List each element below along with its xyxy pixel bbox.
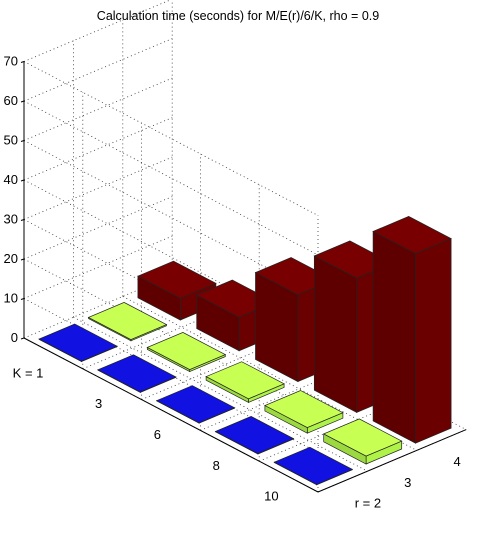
bar [146, 332, 227, 373]
k-tick-label: 3 [95, 396, 102, 411]
bar [155, 385, 236, 424]
z-tick-label: 10 [4, 291, 18, 306]
grid-floor-k [82, 306, 232, 370]
bar-top-face [273, 446, 354, 485]
bar-top-face [146, 332, 227, 370]
z-tick-label: 20 [4, 251, 18, 266]
bar-top-face [137, 260, 217, 299]
bar [273, 446, 354, 486]
bar-top-face [155, 385, 236, 424]
z-tick-mark [20, 258, 25, 261]
bar-front-face [415, 238, 452, 444]
k-tick-label: 10 [264, 489, 278, 504]
bar-top-face [322, 418, 403, 457]
bar-side-face [372, 230, 416, 444]
grid-line-back [23, 0, 172, 62]
bar [372, 216, 452, 444]
chart-title: Calculation time (seconds) for M/E(r)/6/… [97, 9, 379, 23]
bar-top-face [38, 323, 118, 362]
bar-top-face [264, 390, 344, 428]
grid-line-back [23, 156, 173, 220]
z-tick-mark [20, 298, 25, 300]
bar [97, 354, 177, 393]
grid-line-back [23, 117, 173, 181]
bar-top-face [97, 354, 177, 393]
z-tick-label: 30 [4, 212, 18, 227]
grid-floor-k [200, 367, 349, 431]
z-tick-mark [20, 61, 25, 63]
bar-top-face [372, 216, 452, 254]
k-tick-label: 6 [154, 427, 161, 442]
grid-line-back [23, 275, 173, 339]
grid-line-back [23, 77, 173, 141]
grid-floor-k [141, 336, 290, 400]
r-tick-label: r = 2 [355, 496, 381, 511]
grid-line-left [23, 61, 319, 216]
k-axis-line [23, 337, 319, 493]
grid-line-back [23, 196, 173, 260]
grid-line-left [23, 100, 319, 256]
bar-top-face [205, 361, 285, 400]
bar-side-face [313, 255, 358, 413]
z-tick-mark [20, 100, 25, 103]
z-tick-mark [20, 219, 25, 221]
bar [38, 323, 118, 363]
z-tick-mark [20, 179, 25, 182]
grid-line-back [23, 235, 173, 299]
grid-line-back [23, 38, 173, 102]
tick-labels: 0 10 20 30 40 50 60 70 K = 1 3 6 8 10 r = 2 3 4 [4, 54, 461, 511]
z-tick-mark [20, 140, 25, 142]
bar [205, 361, 285, 403]
z-tick-label: 40 [4, 172, 18, 187]
k-tick-label: K = 1 [13, 365, 44, 380]
k-tick-label: 8 [213, 458, 220, 473]
bar [322, 418, 403, 465]
z-tick-label: 60 [4, 93, 18, 108]
z-tick-label: 70 [4, 54, 18, 69]
bar [87, 302, 168, 342]
bar-top-face [87, 302, 168, 340]
bars [38, 216, 452, 486]
r-axis-line [317, 429, 467, 493]
grid-floor-r [73, 316, 368, 472]
z-tick-label: 0 [11, 330, 18, 345]
bar [214, 416, 295, 455]
z-tick-label: 50 [4, 133, 18, 148]
bar [264, 390, 344, 434]
r-tick-label: 4 [454, 454, 461, 469]
z-tick-mark [20, 337, 25, 340]
bar-top-face [214, 416, 295, 454]
r-tick-label: 3 [404, 475, 411, 490]
